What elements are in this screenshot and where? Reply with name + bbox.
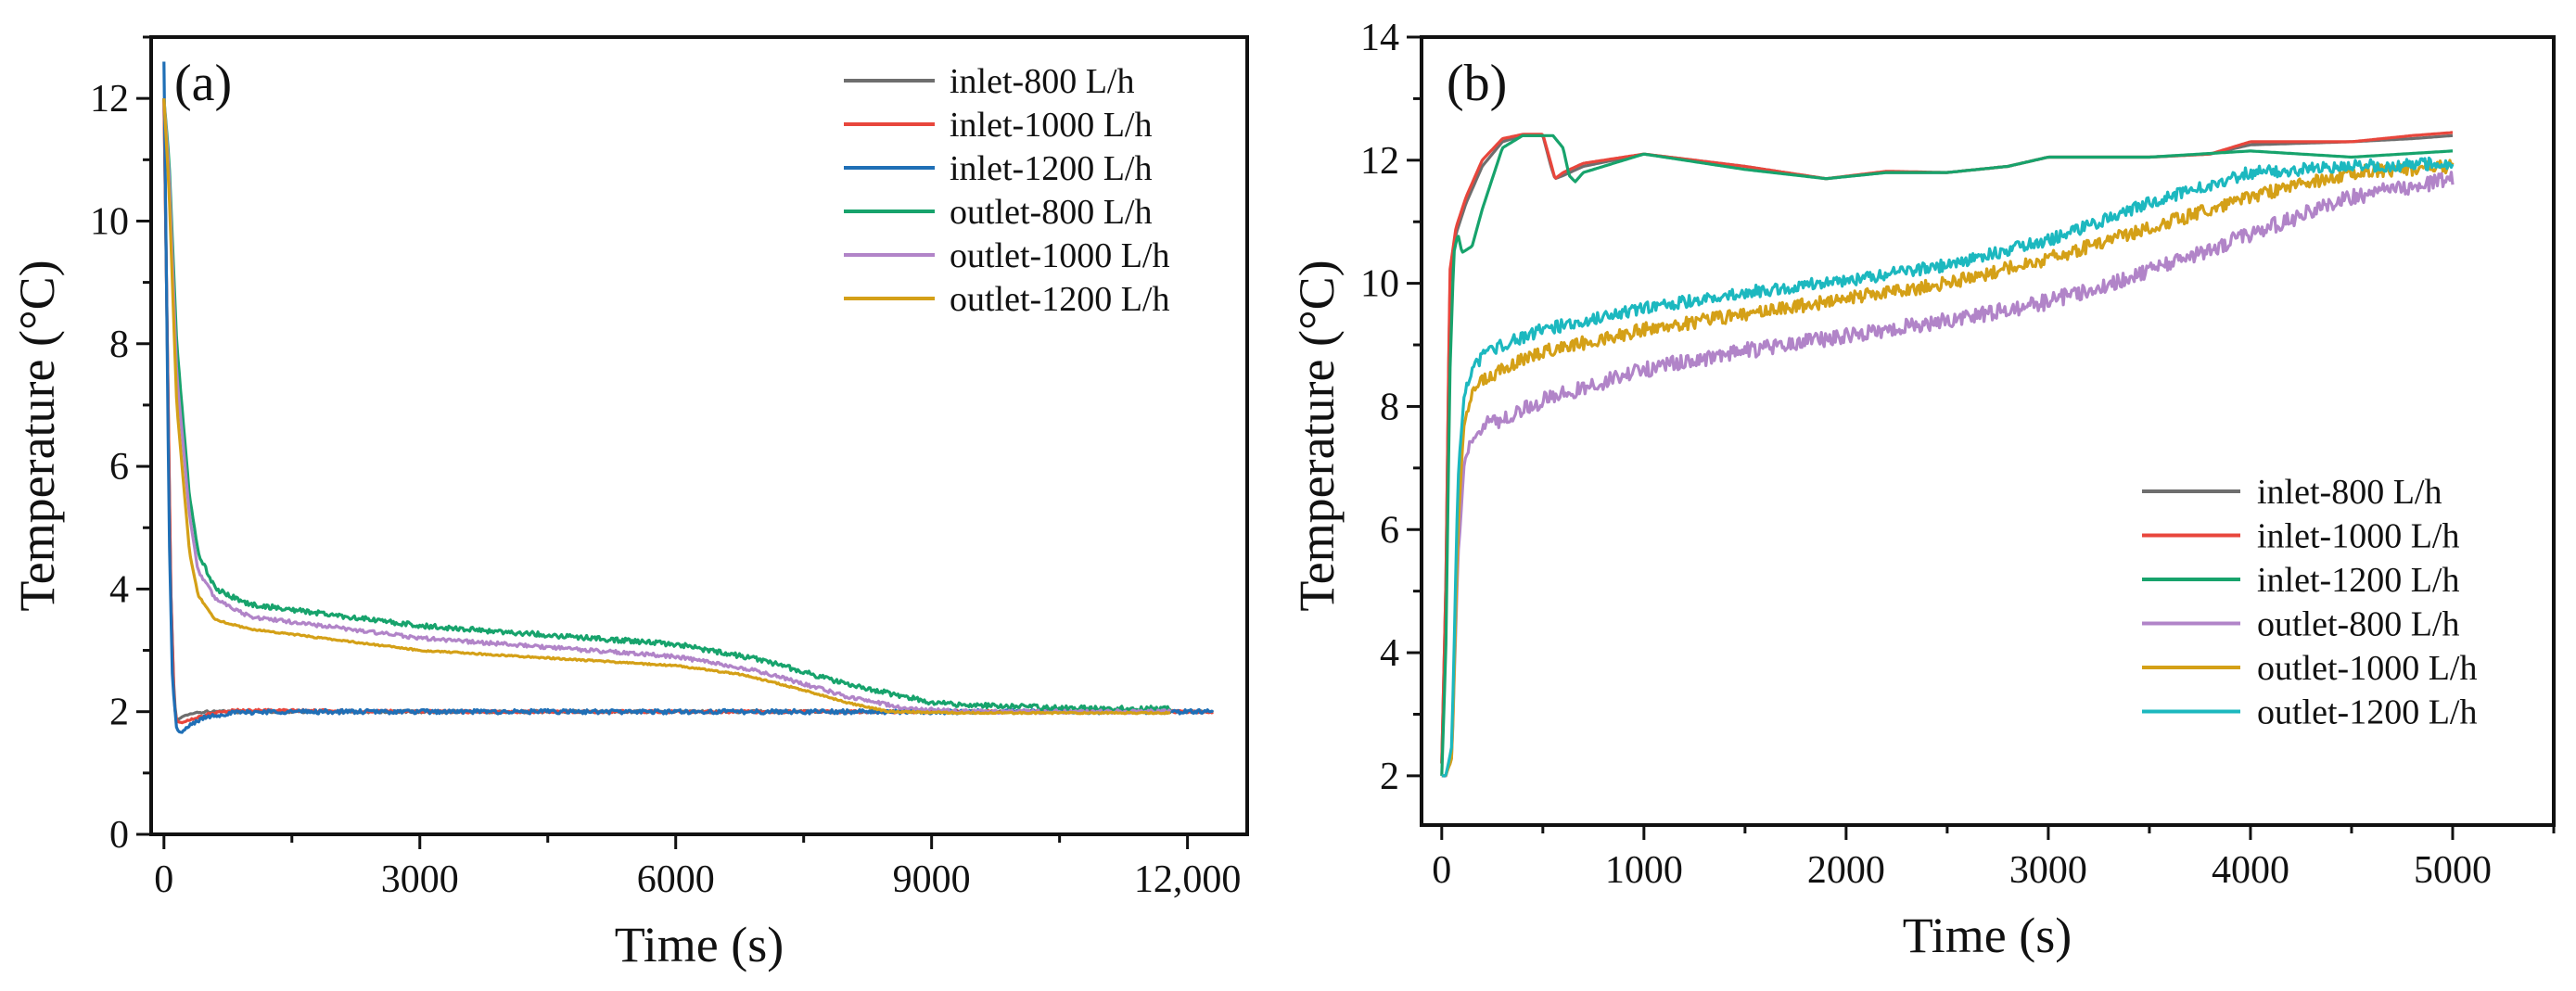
x-tick-label: 3000 [2009, 849, 2087, 892]
legend-label: inlet-1200 L/h [950, 149, 1152, 188]
legend-item: inlet-1200 L/h [2142, 561, 2459, 600]
y-tick-label: 0 [109, 814, 129, 857]
series-line-inlet-1200-l-h [1440, 133, 2454, 776]
panel-a-axes-frame [149, 35, 1249, 836]
legend-item: inlet-1000 L/h [2142, 517, 2459, 556]
x-tick-label: 4000 [2212, 849, 2289, 892]
panel-a: 0 3000 6000 9000 12,000 0 2 4 6 8 10 12 Time (s) Temp… [9, 35, 1249, 972]
legend-label: outlet-800 L/h [2257, 605, 2459, 644]
y-tick-label: 6 [109, 446, 129, 489]
legend-item: outlet-1000 L/h [844, 236, 1169, 275]
legend-item: outlet-1200 L/h [2142, 693, 2477, 732]
panel-b-x-axis: 0 1000 2000 3000 4000 5000 [1432, 825, 2556, 892]
y-tick-label: 8 [1380, 386, 1399, 428]
legend-item: outlet-800 L/h [844, 193, 1152, 232]
panel-a-legend: inlet-800 L/h inlet-1000 L/h inlet-1200 L/… [844, 62, 1169, 319]
panel-a-label: (a) [174, 55, 232, 112]
x-tick-label: 12,000 [1134, 858, 1242, 901]
series-line-outlet-1000-l-h [162, 98, 1172, 716]
legend-label: inlet-1200 L/h [2257, 561, 2459, 600]
legend-label: outlet-800 L/h [950, 193, 1152, 232]
x-tick-label: 0 [1432, 849, 1451, 892]
y-tick-label: 12 [1360, 140, 1399, 183]
legend-label: outlet-1200 L/h [950, 280, 1169, 319]
x-tick-label: 2000 [1807, 849, 1885, 892]
y-tick-label: 14 [1360, 17, 1399, 59]
x-tick-label: 3000 [381, 858, 459, 901]
y-tick-label: 10 [90, 200, 129, 243]
x-tick-label: 1000 [1605, 849, 1683, 892]
panel-b-y-axis: 2 4 6 8 10 12 14 [1360, 17, 1422, 798]
panel-b-series [1440, 131, 2455, 778]
y-tick-label: 12 [90, 78, 129, 121]
legend-label: inlet-800 L/h [950, 62, 1134, 101]
panel-b: 0 1000 2000 3000 4000 5000 2 4 6 8 10 12 14 Time (s) T… [1289, 17, 2556, 963]
y-tick-label: 2 [109, 692, 129, 734]
series-line-outlet-1200-l-h [1441, 156, 2455, 778]
legend-item: outlet-1200 L/h [844, 280, 1169, 319]
legend-label: outlet-1000 L/h [2257, 649, 2477, 688]
legend-label: outlet-1200 L/h [2257, 693, 2477, 732]
y-tick-label: 10 [1360, 263, 1399, 306]
y-tick-label: 6 [1380, 509, 1399, 552]
panel-a-y-axis-title: Temperature (°C) [9, 260, 65, 611]
x-tick-label: 6000 [637, 858, 715, 901]
legend-item: inlet-800 L/h [2142, 473, 2442, 512]
series-line-outlet-1000-l-h [1441, 159, 2455, 778]
legend-item: inlet-1000 L/h [844, 106, 1152, 145]
legend-item: outlet-1000 L/h [2142, 649, 2477, 688]
legend-item: inlet-800 L/h [844, 62, 1134, 101]
legend-label: outlet-1000 L/h [950, 236, 1169, 275]
y-tick-label: 4 [1380, 632, 1399, 675]
legend-label: inlet-1000 L/h [2257, 517, 2459, 556]
panel-b-x-axis-title: Time (s) [1903, 908, 2072, 963]
panel-a-x-axis-title: Time (s) [615, 917, 784, 972]
panel-a-x-axis: 0 3000 6000 9000 12,000 [154, 834, 1241, 901]
legend-item: outlet-800 L/h [2142, 605, 2459, 644]
panel-a-series [162, 61, 1215, 734]
panel-b-y-axis-title: Temperature (°C) [1289, 260, 1345, 611]
series-line-outlet-1200-l-h [162, 98, 1171, 716]
x-tick-label: 0 [154, 858, 173, 901]
y-tick-label: 4 [109, 568, 129, 611]
panel-b-label: (b) [1447, 55, 1507, 112]
series-line-outlet-800-l-h [1441, 171, 2455, 778]
legend-label: inlet-800 L/h [2257, 473, 2442, 512]
panel-b-legend: inlet-800 L/h inlet-1000 L/h inlet-1200 L/… [2142, 473, 2477, 732]
panel-b-axes-frame [1420, 35, 2556, 827]
series-line-outlet-800-l-h [162, 98, 1172, 713]
x-tick-label: 5000 [2414, 849, 2492, 892]
legend-item: inlet-1200 L/h [844, 149, 1152, 188]
panel-a-y-axis: 0 2 4 6 8 10 12 [90, 35, 151, 857]
legend-label: inlet-1000 L/h [950, 106, 1152, 145]
y-tick-label: 2 [1380, 756, 1399, 798]
y-tick-label: 8 [109, 324, 129, 366]
x-tick-label: 9000 [893, 858, 971, 901]
